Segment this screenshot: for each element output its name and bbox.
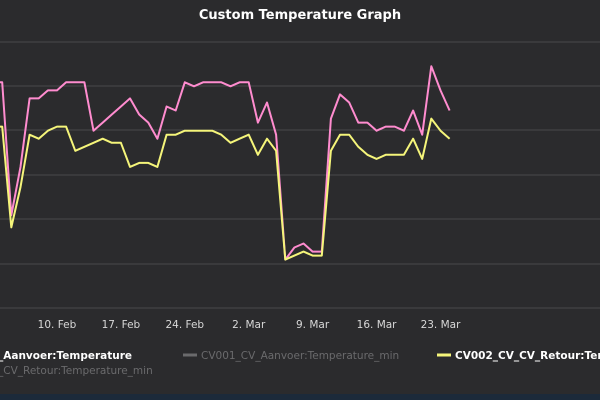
grid-layer bbox=[0, 41, 600, 309]
x-tick-label-2: 24. Feb bbox=[165, 319, 204, 331]
x-tick-label-1: 17. Feb bbox=[102, 319, 141, 331]
x-tick-label-5: 16. Mar bbox=[357, 319, 398, 331]
legend-item-retour[interactable]: CV002_CV_CV_Retour:Temper bbox=[437, 350, 600, 362]
bottom-strip bbox=[0, 394, 600, 400]
series-line-2[interactable] bbox=[0, 117, 451, 261]
legend-item-aanvoer-min[interactable]: CV001_CV_Aanvoer:Temperature_min bbox=[183, 350, 399, 362]
legend-label-retour-min: _CV_Retour:Temperature_min bbox=[0, 365, 153, 377]
series-line-0[interactable] bbox=[0, 65, 451, 261]
legend-item-retour-min[interactable]: _CV_Retour:Temperature_min bbox=[0, 365, 153, 377]
x-tick-label-6: 23. Mar bbox=[421, 319, 462, 331]
legend-label-aanvoer: _Aanvoer:Temperature bbox=[0, 350, 132, 362]
legend-label-retour: CV002_CV_CV_Retour:Temper bbox=[455, 350, 600, 362]
series-layer bbox=[0, 65, 451, 261]
legend-label-aanvoer-min: CV001_CV_Aanvoer:Temperature_min bbox=[201, 350, 399, 362]
x-axis-ticks: 10. Feb 17. Feb 24. Feb 2. Mar 9. Mar 16. Mar… bbox=[38, 319, 461, 331]
legend: _Aanvoer:Temperature CV001_CV_Aanvoer:Te… bbox=[0, 350, 600, 377]
legend-item-aanvoer[interactable]: _Aanvoer:Temperature bbox=[0, 350, 132, 362]
x-tick-label-3: 2. Mar bbox=[232, 319, 266, 331]
x-tick-label-0: 10. Feb bbox=[38, 319, 77, 331]
x-tick-label-4: 9. Mar bbox=[296, 319, 330, 331]
chart-title: Custom Temperature Graph bbox=[198, 8, 402, 23]
